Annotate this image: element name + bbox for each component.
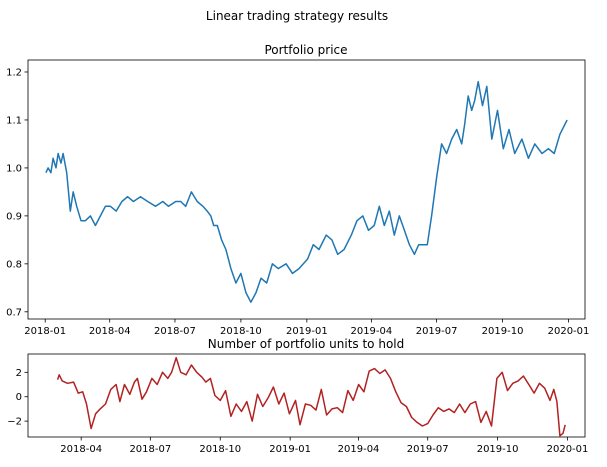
x-tick-label: 2019-01 [269,444,311,455]
figure-suptitle: Linear trading strategy results [206,9,388,23]
y-tick-label: 1.2 [6,67,22,78]
x-tick-label: 2020-01 [547,444,589,455]
x-tick-label: 2018-07 [129,444,171,455]
y-tick-label: −2 [7,417,22,428]
plot-frame [27,353,586,438]
x-tick-label: 2018-01 [24,326,66,337]
x-tick-label: 2018-07 [154,326,196,337]
y-tick-label: 0.9 [6,211,22,222]
x-tick-label: 2019-01 [286,326,328,337]
y-tick-label: 1.0 [6,163,22,174]
x-tick-label: 2019-10 [477,444,519,455]
chart-units-to-hold: Number of portfolio units to hold 2018-0… [7,337,588,455]
chart-portfolio-price: Portfolio price 2018-01 2018-04 2018-07 201… [6,43,589,337]
x-tick-label: 2018-04 [60,444,102,455]
series-line [45,80,568,303]
y-tick-label: 2 [16,368,22,379]
y-tick-label: 0.7 [6,307,22,318]
y-tick-label: 1.1 [6,115,22,126]
x-tick-label: 2019-04 [338,444,380,455]
chart-title: Number of portfolio units to hold [208,337,404,351]
y-tick-label: 0 [16,392,22,403]
x-tick-label: 2018-04 [89,326,131,337]
plot-frame [27,59,586,320]
x-tick-label: 2020-01 [548,326,590,337]
x-tick-label: 2019-10 [482,326,524,337]
x-tick-label: 2019-04 [350,326,392,337]
series-line [56,356,566,437]
x-tick-label: 2019-07 [416,326,458,337]
chart-title: Portfolio price [264,43,347,57]
x-tick-label: 2018-10 [220,326,262,337]
x-tick-label: 2019-07 [407,444,449,455]
x-tick-label: 2018-10 [199,444,241,455]
y-tick-label: 0.8 [6,259,22,270]
